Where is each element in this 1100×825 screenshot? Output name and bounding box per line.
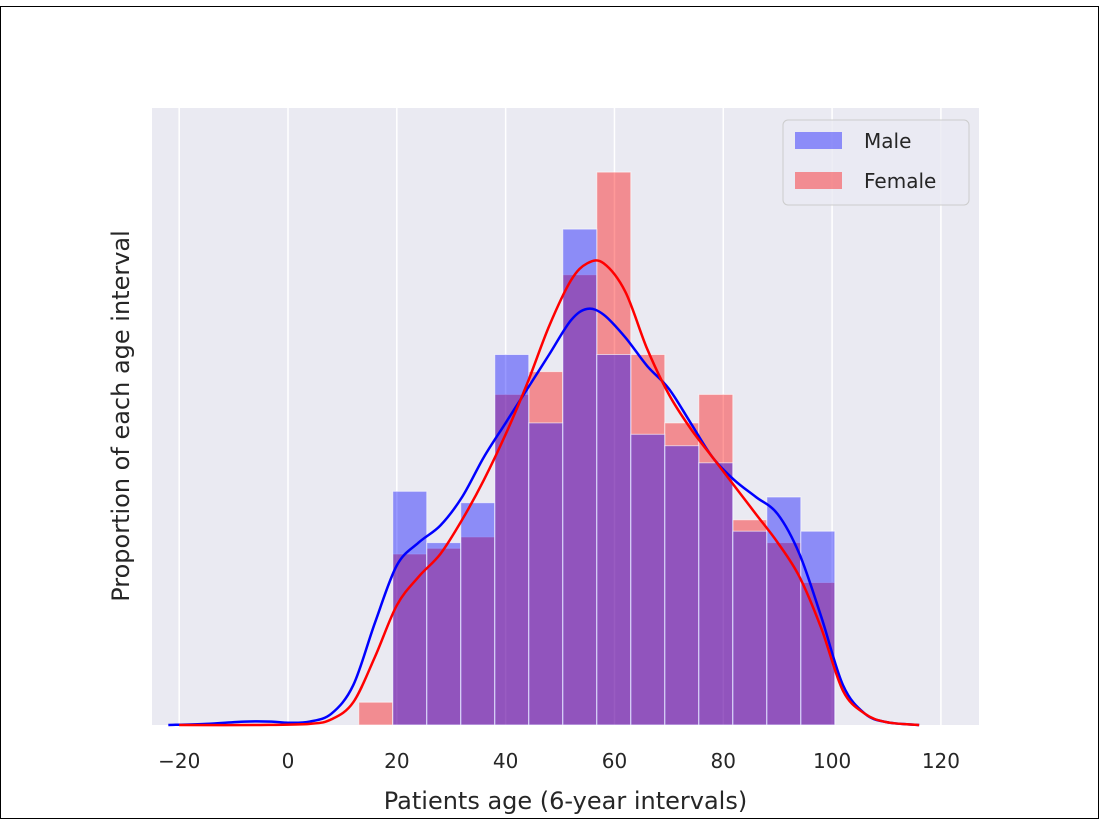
legend-swatch-female bbox=[795, 172, 842, 189]
male-bar bbox=[664, 445, 700, 726]
male-bar bbox=[800, 530, 836, 726]
male-bar bbox=[562, 228, 598, 726]
x-tick-label: 0 bbox=[282, 749, 295, 773]
female-bar bbox=[358, 701, 394, 726]
y-axis-label: Proportion of each age interval bbox=[107, 230, 135, 602]
x-tick-label: 80 bbox=[711, 749, 736, 773]
x-tick-label: 40 bbox=[493, 749, 518, 773]
female-bar bbox=[698, 393, 734, 726]
x-tick-label: 60 bbox=[602, 749, 627, 773]
male-bar bbox=[528, 422, 564, 726]
male-bars bbox=[392, 228, 836, 726]
male-bar bbox=[460, 502, 496, 726]
female-bar bbox=[596, 171, 632, 726]
x-axis-ticks: −20 0 20 40 60 80 100 120 bbox=[158, 749, 960, 773]
male-bar bbox=[596, 354, 632, 726]
x-tick-label: 20 bbox=[384, 749, 409, 773]
gridlines bbox=[178, 108, 942, 725]
x-axis-label: Patients age (6-year intervals) bbox=[384, 787, 747, 815]
legend-swatch-male bbox=[795, 132, 842, 149]
legend-label-female: Female bbox=[864, 169, 936, 193]
male-bar bbox=[426, 542, 462, 726]
male-bar bbox=[732, 530, 768, 726]
x-tick-label: −20 bbox=[158, 749, 200, 773]
male-bar bbox=[494, 354, 530, 726]
legend-label-male: Male bbox=[864, 129, 911, 153]
x-tick-label: 120 bbox=[922, 749, 960, 773]
female-bar bbox=[562, 274, 598, 726]
legend-box bbox=[782, 119, 970, 206]
male-bar bbox=[766, 496, 802, 726]
female-bars bbox=[358, 171, 836, 726]
male-density-curve bbox=[168, 307, 920, 727]
male-bar bbox=[698, 462, 734, 726]
legend: Male Female bbox=[782, 119, 970, 206]
male-bar bbox=[392, 490, 428, 726]
female-bar bbox=[630, 354, 666, 726]
female-bar bbox=[426, 547, 462, 726]
male-bar bbox=[630, 433, 666, 726]
plot-area bbox=[152, 108, 979, 725]
x-tick-label: 100 bbox=[813, 749, 851, 773]
density-curves bbox=[168, 259, 920, 727]
female-density-curve bbox=[179, 259, 920, 727]
